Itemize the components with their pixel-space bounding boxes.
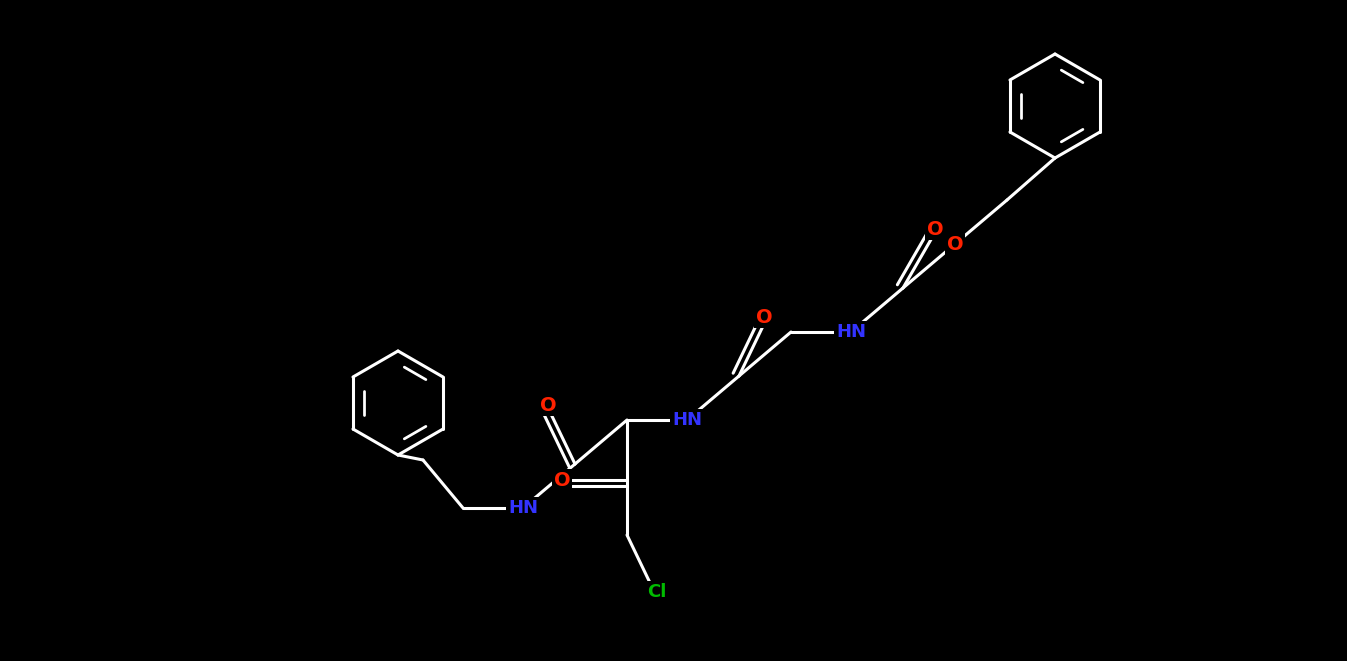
Text: O: O [947,235,963,254]
Text: O: O [756,307,772,327]
Text: Cl: Cl [648,583,667,601]
Text: O: O [540,395,556,414]
Text: O: O [554,471,570,490]
Text: HN: HN [672,411,702,429]
Text: HN: HN [836,323,866,341]
Text: O: O [927,219,943,239]
Text: HN: HN [508,499,537,517]
